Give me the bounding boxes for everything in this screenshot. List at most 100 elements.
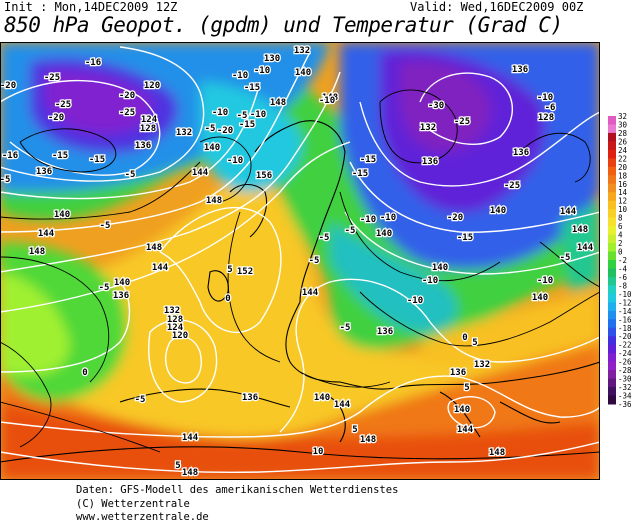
- legend-swatch: [608, 268, 616, 278]
- legend-swatch: [608, 336, 616, 346]
- legend-swatch: [608, 192, 616, 202]
- geopotential-label: 144: [192, 168, 209, 178]
- legend-swatch: [608, 116, 616, 125]
- geopotential-label: 148: [206, 196, 222, 206]
- geopotential-label: 140: [114, 278, 130, 288]
- temperature-label: -6: [545, 103, 556, 113]
- legend-tick-label: 10: [618, 205, 628, 214]
- temperature-label: -30: [428, 101, 444, 111]
- legend-tick-label: -4: [618, 264, 628, 273]
- legend-tick-label: -22: [618, 341, 632, 350]
- temperature-label: -25: [454, 117, 470, 127]
- legend-swatch: [608, 226, 616, 236]
- temperature-label: -5: [560, 253, 571, 263]
- temperature-label: -20: [48, 113, 64, 123]
- temperature-label: -5: [205, 124, 216, 134]
- geopotential-label: 148: [270, 98, 286, 108]
- geopotential-label: 124: [167, 323, 184, 333]
- geopotential-label: 148: [360, 435, 376, 445]
- geopotential-label: 156: [256, 171, 272, 181]
- geopotential-label: 128: [167, 315, 183, 325]
- temperature-label: -20: [217, 126, 233, 136]
- temperature-label: -5: [319, 233, 330, 243]
- temperature-legend: 32302826242220181614121086420-2-4-6-8-10…: [608, 112, 632, 409]
- temperature-label: -15: [239, 120, 255, 130]
- temperature-label: 10: [313, 447, 324, 457]
- legend-swatch: [608, 293, 616, 303]
- legend-tick-label: -8: [618, 281, 628, 290]
- legend-swatch: [608, 310, 616, 320]
- legend-swatch: [608, 200, 616, 210]
- geopotential-label: 144: [302, 288, 319, 298]
- geopotential-label: 136: [512, 65, 528, 75]
- copyright-credit: (C) Wetterzentrale: [76, 498, 190, 510]
- temperature-label: -10: [254, 66, 270, 76]
- temperature-label: -20: [447, 213, 463, 223]
- temperature-label: 0: [462, 333, 467, 343]
- temperature-label: 5: [175, 461, 180, 471]
- legend-swatch: [608, 166, 616, 176]
- legend-swatch: [608, 243, 616, 253]
- geopotential-label: 120: [144, 81, 160, 91]
- website-credit[interactable]: www.wetterzentrale.de: [76, 511, 209, 523]
- geopotential-label: 144: [182, 433, 199, 443]
- legend-swatch: [608, 260, 616, 269]
- legend-tick-label: -34: [618, 392, 632, 401]
- legend-swatch: [608, 141, 616, 151]
- legend-swatch: [608, 370, 616, 380]
- temperature-label: -5: [0, 175, 10, 185]
- legend-tick-label: 28: [618, 129, 628, 138]
- geopotential-label: 140: [454, 405, 470, 415]
- temperature-label: -15: [352, 169, 368, 179]
- geopotential-label: 140: [432, 263, 448, 273]
- legend-tick-label: 4: [618, 231, 623, 240]
- geopotential-label: 140: [490, 206, 506, 216]
- geopotential-label: 124: [141, 115, 158, 125]
- geopotential-label: 148: [29, 247, 45, 257]
- temperature-label: -25: [504, 181, 520, 191]
- map-title: 850 hPa Geopot. (gpdm) und Temperatur (G…: [4, 13, 563, 37]
- temperature-label: -10: [227, 156, 243, 166]
- temperature-label: -10: [380, 213, 396, 223]
- geopotential-label: 152: [237, 267, 253, 277]
- temperature-label: -10: [537, 93, 553, 103]
- legend-tick-label: 32: [618, 112, 627, 121]
- legend-swatch: [608, 183, 616, 193]
- geopotential-label: 144: [457, 425, 474, 435]
- temperature-label: -5: [125, 170, 136, 180]
- temperature-label: -15: [52, 151, 68, 161]
- legend-tick-label: -24: [618, 349, 632, 358]
- temperature-label: 0: [225, 294, 230, 304]
- geopotential-label: 140: [314, 393, 330, 403]
- temperature-label: -15: [360, 155, 376, 165]
- geopotential-label: 148: [489, 448, 505, 458]
- geopotential-label: 132: [474, 360, 490, 370]
- geopotential-label: 130: [264, 54, 280, 64]
- geopotential-label: 132: [164, 306, 180, 316]
- legend-swatch: [608, 217, 616, 227]
- temperature-label: -15: [244, 83, 260, 93]
- geopotential-label: 148: [322, 93, 338, 103]
- geopotential-label: 136: [377, 327, 393, 337]
- geopotential-label: 140: [54, 210, 70, 220]
- legend-swatch: [608, 387, 616, 397]
- geopotential-label: 136: [135, 141, 151, 151]
- legend-swatch: [608, 353, 616, 363]
- legend-tick-label: 20: [618, 163, 628, 172]
- geopotential-label: 140: [295, 68, 311, 78]
- legend-tick-label: -20: [618, 332, 632, 341]
- legend-swatch: [608, 344, 616, 354]
- legend-tick-label: 12: [618, 197, 627, 206]
- legend-tick-label: 30: [618, 120, 628, 129]
- data-source-credit: Daten: GFS-Modell des amerikanischen Wet…: [76, 484, 399, 496]
- temperature-label: -5: [340, 323, 351, 333]
- temperature-label: -25: [44, 73, 60, 83]
- geopotential-label: 136: [513, 148, 529, 158]
- legend-tick-label: 6: [618, 222, 623, 231]
- geopotential-label: 148: [182, 468, 198, 478]
- temperature-label: -10: [232, 71, 248, 81]
- legend-swatch: [608, 319, 616, 329]
- legend-tick-label: -18: [618, 324, 632, 333]
- legend-swatch: [608, 276, 616, 286]
